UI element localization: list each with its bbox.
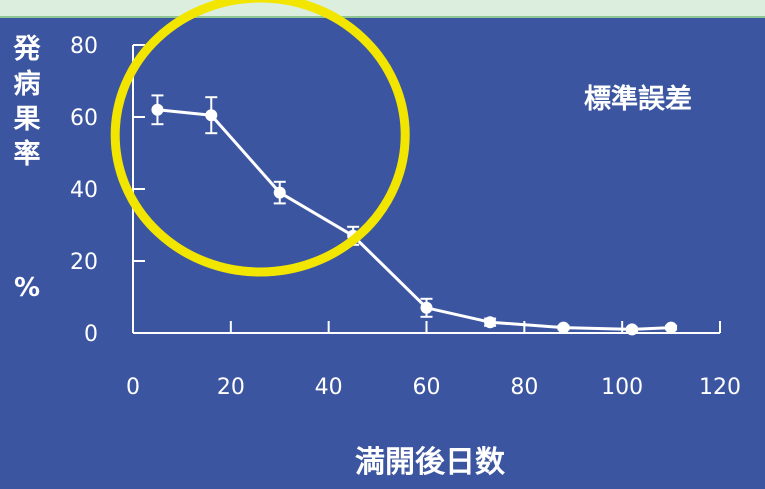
y-tick-label: 20 bbox=[70, 250, 98, 275]
x-tick-label: 100 bbox=[601, 375, 643, 400]
x-tick-label: 80 bbox=[510, 375, 538, 400]
x-tick-label: 60 bbox=[413, 375, 441, 400]
x-tick-label: 40 bbox=[315, 375, 343, 400]
series-line bbox=[157, 108, 672, 331]
data-point bbox=[625, 323, 638, 336]
y-tick-label: 80 bbox=[70, 34, 98, 59]
highlight-circle bbox=[110, 0, 410, 277]
y-axis-label: 発病果率 bbox=[13, 34, 42, 170]
x-tick-label: 120 bbox=[699, 375, 741, 400]
data-point bbox=[205, 109, 218, 122]
data-point bbox=[420, 301, 433, 314]
y-tick-labels: 0 20 40 60 80 bbox=[70, 34, 98, 347]
y-axis-unit: % bbox=[14, 273, 40, 303]
data-point bbox=[484, 316, 497, 329]
data-point bbox=[665, 321, 678, 334]
x-tick-labels: 0 20 40 60 80 100 120 bbox=[126, 375, 741, 400]
y-tick-label: 0 bbox=[84, 322, 98, 347]
y-tick-label: 60 bbox=[70, 106, 98, 131]
series bbox=[151, 94, 678, 336]
x-axis-label: 満開後日数 bbox=[355, 445, 506, 480]
highlight bbox=[110, 0, 410, 277]
standard-error-note: 標準誤差 bbox=[584, 83, 692, 115]
x-tick-label: 0 bbox=[126, 375, 140, 400]
y-tick-label: 40 bbox=[70, 178, 98, 203]
data-point bbox=[151, 103, 164, 116]
x-tick-label: 20 bbox=[217, 375, 245, 400]
axes bbox=[132, 44, 721, 334]
data-point bbox=[273, 186, 286, 199]
data-point bbox=[557, 321, 570, 334]
